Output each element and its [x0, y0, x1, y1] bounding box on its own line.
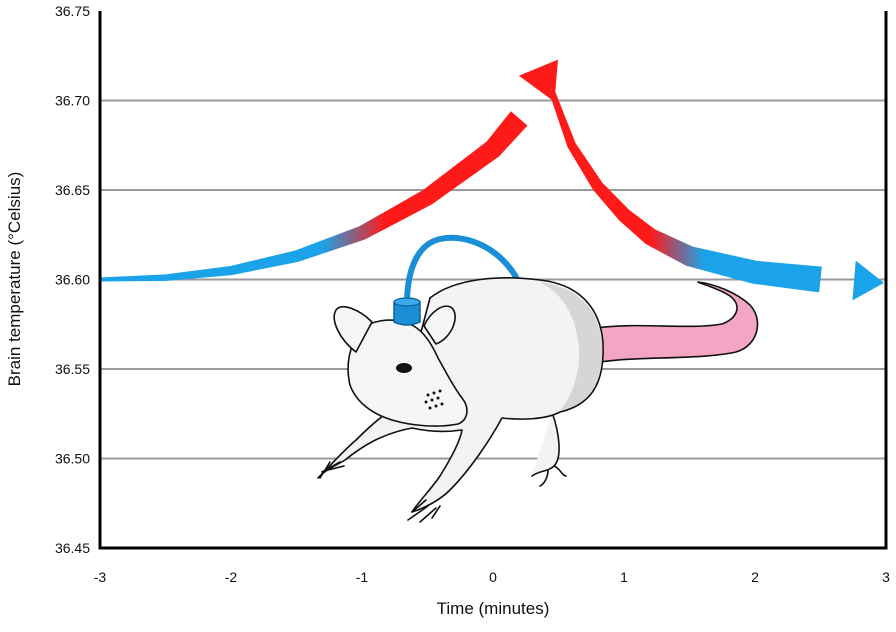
ear-right	[423, 305, 456, 345]
y-axis-label: Brain temperature (°Celsius)	[5, 172, 24, 387]
hind-foot-right	[531, 411, 567, 487]
rat-illustration	[317, 234, 759, 523]
y-tick-label: 36.65	[55, 182, 90, 198]
whisker-dots	[424, 389, 444, 410]
probe-cable	[404, 234, 519, 303]
plot-axes	[98, 11, 888, 550]
x-tick-label: -2	[225, 569, 238, 585]
falling-arrow-head	[852, 260, 884, 301]
y-tick-labels: 36.45 36.50 36.55 36.60 36.65 36.70 36.75	[55, 3, 90, 556]
probe-cap-top	[393, 297, 421, 307]
ear-left	[333, 306, 373, 353]
y-tick-label: 36.60	[55, 272, 90, 288]
y-tick-label: 36.50	[55, 451, 90, 467]
rising-arrow-head	[518, 59, 558, 102]
front-paw-left	[319, 461, 345, 479]
y-tick-label: 36.45	[55, 540, 90, 556]
probe-cap	[393, 301, 421, 326]
haunch-shade	[540, 282, 603, 411]
y-tick-label: 36.55	[55, 361, 90, 377]
y-tick-label: 36.70	[55, 93, 90, 109]
x-tick-label: -1	[356, 569, 369, 585]
y-tick-label: 36.75	[55, 3, 90, 19]
x-tick-labels: -3 -2 -1 0 1 2 3	[94, 569, 890, 585]
x-tick-label: 0	[489, 569, 497, 585]
x-tick-label: 3	[882, 569, 890, 585]
front-paw-right	[407, 499, 441, 523]
falling-trend-arrow	[549, 90, 822, 293]
x-tick-label: 1	[620, 569, 628, 585]
x-tick-label: 2	[751, 569, 759, 585]
x-tick-label: -3	[94, 569, 107, 585]
x-axis-label: Time (minutes)	[437, 599, 550, 618]
rising-trend-arrow	[99, 111, 528, 282]
eye	[396, 363, 412, 373]
tail	[595, 281, 759, 363]
